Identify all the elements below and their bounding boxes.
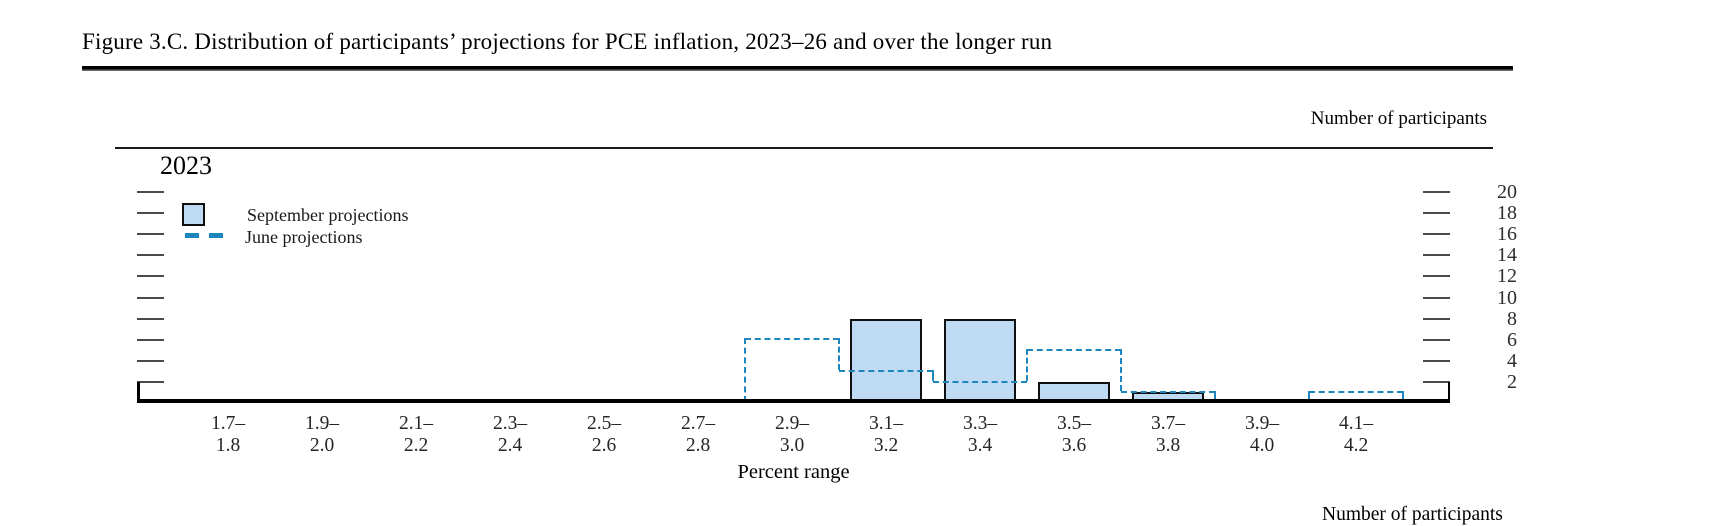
panel-year-label: 2023 — [160, 151, 212, 180]
y-tick-right — [1423, 359, 1450, 362]
september-bar-swatch-icon — [182, 203, 205, 226]
y-tick-label: 6 — [1507, 328, 1517, 351]
legend-june-label: June projections — [245, 227, 363, 247]
y-tick-right — [1423, 275, 1450, 278]
june-line-segment — [931, 370, 934, 381]
june-line-segment — [1213, 391, 1216, 402]
june-line-segment — [743, 338, 746, 402]
x-axis-baseline — [137, 399, 1450, 403]
y-tick-left — [137, 338, 164, 341]
y-tick-right — [1423, 233, 1450, 236]
y-tick-label: 4 — [1507, 349, 1517, 372]
y-tick-right — [1423, 212, 1450, 215]
june-line-segment — [1401, 391, 1404, 402]
june-line-segment — [1307, 391, 1310, 402]
x-tick-label: 2.1– 2.2 — [398, 413, 434, 456]
june-dashed-line-icon — [185, 233, 199, 238]
x-tick-label: 2.3– 2.4 — [492, 413, 528, 456]
june-line-segment — [1121, 391, 1215, 394]
y-tick-label: 2 — [1507, 370, 1517, 393]
y-tick-label: 16 — [1497, 223, 1517, 246]
x-tick-label: 1.9– 2.0 — [304, 413, 340, 456]
y-tick-right — [1423, 380, 1450, 383]
september-bar-3.1–3.2 — [850, 318, 922, 403]
june-line-segment — [839, 370, 933, 373]
june-line-segment — [837, 338, 840, 371]
y-tick-right — [1423, 338, 1450, 341]
y-tick-left — [137, 233, 164, 236]
x-axis-title: Percent range — [737, 461, 850, 483]
y-tick-left — [137, 212, 164, 215]
histogram-plot-area: 2 4 6 8 10 12 14 16 18 20 1.7– 1.8 1.9– 2.0 2.1– 2.2 2.3… — [137, 181, 1517, 456]
y-tick-label: 8 — [1507, 307, 1517, 330]
y-tick-left — [137, 254, 164, 257]
y-tick-label: 12 — [1497, 265, 1517, 288]
next-panel-partial-axis-title: Number of participants — [1322, 504, 1503, 525]
x-tick-label: 4.1– 4.2 — [1338, 413, 1374, 456]
y-tick-left — [137, 317, 164, 320]
y-tick-left — [137, 296, 164, 299]
axis-right-riser — [1447, 381, 1450, 403]
y-tick-label: 18 — [1497, 202, 1517, 225]
x-tick-label: 2.7– 2.8 — [680, 413, 716, 456]
y-tick-right — [1423, 254, 1450, 257]
x-tick-label: 1.7– 1.8 — [210, 413, 246, 456]
x-tick-label: 3.9– 4.0 — [1244, 413, 1280, 456]
y-tick-label: 10 — [1497, 286, 1517, 309]
june-line-segment — [745, 338, 839, 341]
september-bar-3.3–3.4 — [944, 318, 1016, 403]
june-line-segment — [1025, 349, 1028, 381]
x-tick-label: 3.1– 3.2 — [868, 413, 904, 456]
y-tick-right — [1423, 317, 1450, 320]
y-tick-left — [137, 191, 164, 193]
y-tick-label: 20 — [1497, 181, 1517, 203]
y-tick-left — [137, 359, 164, 362]
x-tick-label: 2.5– 2.6 — [586, 413, 622, 456]
y-tick-right — [1423, 191, 1450, 193]
figure-title: Figure 3.C. Distribution of participants… — [82, 29, 1053, 54]
y-tick-right — [1423, 296, 1450, 299]
right-axis-title: Number of participants — [1310, 108, 1487, 129]
june-line-segment — [1309, 391, 1403, 394]
june-line-segment — [933, 380, 1027, 383]
chart-top-rule — [115, 147, 1493, 149]
y-tick-left — [137, 275, 164, 278]
june-line-segment — [1119, 349, 1122, 392]
fomc-sep-figure-page: { "figure_title": "Figure 3.C. Distribut… — [82, 29, 1517, 525]
x-tick-label: 3.3– 3.4 — [962, 413, 998, 456]
june-dashed-line-icon — [209, 233, 223, 238]
x-tick-label: 2.9– 3.0 — [774, 413, 810, 456]
x-tick-label: 3.5– 3.6 — [1056, 413, 1092, 456]
title-rule — [82, 66, 1513, 71]
legend-september-label: September projections — [247, 205, 409, 225]
axis-left-riser — [137, 381, 140, 403]
june-line-segment — [1027, 349, 1121, 351]
y-tick-left — [137, 380, 164, 383]
y-tick-label: 14 — [1497, 244, 1517, 267]
x-tick-label: 3.7– 3.8 — [1150, 413, 1186, 456]
